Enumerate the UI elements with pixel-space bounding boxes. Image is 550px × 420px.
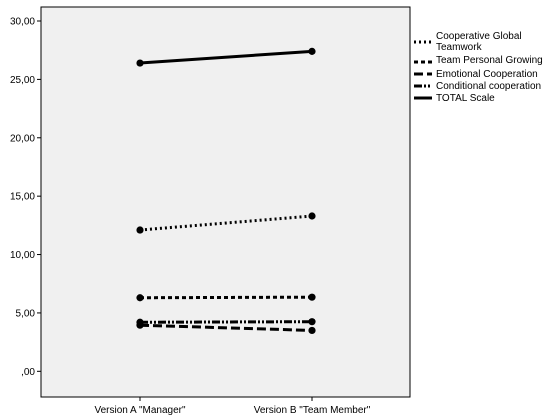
legend-item: Cooperative Global Teamwork: [414, 31, 522, 53]
legend-label: Cooperative Global Teamwork: [436, 31, 522, 53]
y-tick-label: 30,00: [10, 17, 35, 28]
y-tick-label: 20,00: [10, 133, 35, 144]
series-line: [139, 49, 313, 65]
series-solid: [136, 47, 316, 67]
series-line: [139, 214, 313, 232]
series-line: [139, 320, 313, 324]
data-point: [308, 212, 316, 220]
legend-label: Team Personal Growing: [436, 55, 543, 66]
legend-label: TOTAL Scale: [436, 93, 495, 104]
data-point: [308, 293, 316, 301]
y-tick-label: 15,00: [10, 192, 35, 203]
y-tick-label: 5,00: [16, 308, 36, 319]
x-axis: Version A "Manager" Version B "Team Membe…: [94, 397, 371, 416]
data-point: [308, 326, 316, 335]
x-tick-label: Version A "Manager": [94, 405, 185, 416]
legend-item: Team Personal Growing: [414, 55, 543, 66]
data-point: [136, 226, 144, 234]
legend-item: Emotional Cooperation: [414, 69, 538, 80]
x-tick-label: Version B "Team Member": [254, 405, 371, 416]
data-point: [308, 318, 316, 326]
series-line: [139, 323, 313, 332]
legend-label: Emotional Cooperation: [436, 69, 538, 80]
legend-item: Conditional cooperation: [414, 81, 541, 92]
y-tick-label: ,00: [21, 367, 35, 378]
legend-label: Conditional cooperation: [436, 81, 541, 92]
data-point: [136, 294, 144, 302]
data-point: [308, 47, 316, 55]
data-point: [136, 59, 144, 67]
legend: Cooperative Global Teamwork Team Personal …: [414, 31, 543, 104]
series-layer: [136, 47, 316, 335]
legend-item: TOTAL Scale: [414, 93, 495, 104]
plot-background: [40, 6, 411, 398]
y-axis: ,00 5,00 10,00 15,00 20,00 25,00 30,00: [10, 17, 41, 378]
series-dash-dot-dot: [136, 318, 316, 326]
series-short-dash: [136, 293, 316, 302]
y-tick-label: 10,00: [10, 250, 35, 261]
data-point: [136, 318, 144, 326]
y-tick-label: 25,00: [10, 75, 35, 86]
series-line: [139, 295, 313, 300]
series-dotted: [136, 212, 316, 234]
